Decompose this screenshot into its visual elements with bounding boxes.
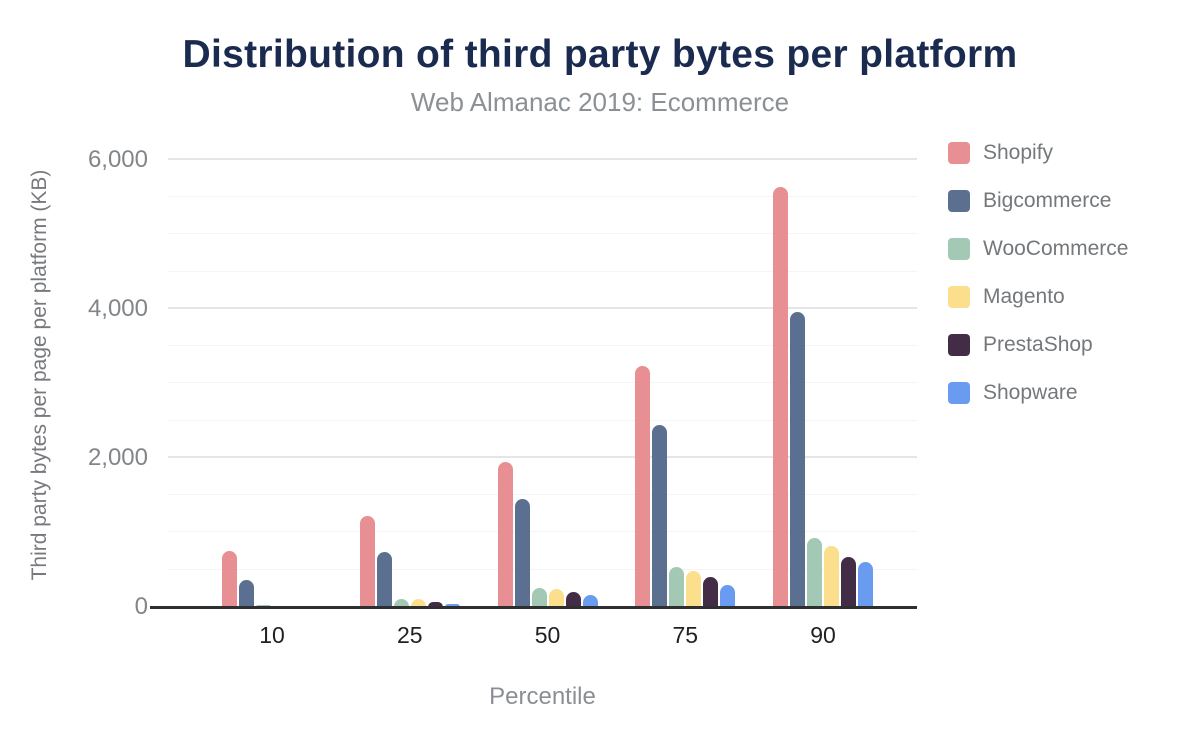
legend-swatch-shopware	[948, 382, 970, 404]
major-gridline	[168, 157, 917, 160]
legend-item-woocommerce: WooCommerce	[948, 237, 1128, 261]
major-gridline	[168, 306, 917, 309]
bar-shopify-p10	[222, 550, 237, 607]
bar-shopify-p75	[635, 365, 651, 607]
bar-prestashop-p90	[841, 556, 856, 607]
bar-bigcommerce-p50	[514, 498, 530, 607]
bar-woocommerce-p75	[669, 566, 685, 607]
bar-magento-p75	[686, 570, 702, 607]
bar-group-p90	[773, 145, 873, 607]
minor-gridline	[168, 382, 917, 384]
y-tick-6000: 6,000	[87, 145, 148, 173]
bar-shopware-p50	[582, 595, 598, 607]
x-tick-50: 50	[534, 622, 561, 648]
bar-group-p25	[359, 145, 460, 607]
legend-swatch-prestashop	[948, 334, 970, 356]
bar-woocommerce-p50	[531, 588, 547, 607]
bar-shopify-p25	[359, 515, 375, 607]
minor-gridline	[168, 568, 917, 570]
legend-item-shopify: Shopify	[948, 141, 1128, 165]
legend-label-woocommerce: WooCommerce	[983, 237, 1129, 260]
minor-gridline	[168, 345, 917, 347]
bar-bigcommerce-p75	[652, 425, 668, 607]
legend-item-bigcommerce: Bigcommerce	[948, 189, 1128, 213]
bar-prestashop-p75	[703, 576, 719, 607]
minor-gridline	[168, 196, 917, 198]
bar-shopify-p90	[773, 187, 788, 607]
x-tick-90: 90	[810, 622, 836, 648]
legend-swatch-magento	[948, 286, 970, 308]
bar-magento-p25	[410, 599, 426, 607]
bar-shopware-p75	[720, 585, 736, 607]
bar-bigcommerce-p10	[239, 580, 254, 607]
minor-gridline	[168, 419, 917, 421]
bar-shopware-p25	[444, 603, 460, 607]
chart-subtitle: Web Almanac 2019: Ecommerce	[410, 87, 790, 117]
legend-swatch-shopify	[948, 142, 970, 164]
legend-swatch-bigcommerce	[948, 190, 970, 212]
bar-shopware-p90	[858, 562, 873, 607]
bar-shopify-p50	[497, 462, 513, 607]
plot-area	[150, 145, 917, 609]
x-tick-labels: 10 25 50 75 90	[168, 622, 917, 649]
x-axis-line	[150, 606, 917, 609]
y-tick-0: 0	[134, 593, 148, 620]
x-axis-title: Percentile	[489, 683, 596, 710]
bar-woocommerce-p90	[807, 538, 822, 607]
minor-gridline	[168, 494, 917, 496]
y-tick-2000: 2,000	[87, 443, 148, 471]
bar-groups	[168, 145, 917, 607]
bar-bigcommerce-p90	[790, 312, 805, 607]
x-tick-75: 75	[672, 622, 699, 648]
legend-item-shopware: Shopware	[948, 381, 1128, 405]
bar-group-p10	[222, 145, 322, 607]
y-tick-4000: 4,000	[87, 294, 148, 322]
legend: Shopify Bigcommerce WooCommerce Magento Pres…	[948, 141, 1128, 405]
bar-woocommerce-p10	[256, 604, 271, 607]
chart-title: Distribution of third party bytes per pl…	[182, 33, 1018, 76]
legend-item-magento: Magento	[948, 285, 1128, 309]
bar-magento-p90	[824, 546, 839, 607]
x-tick-25: 25	[396, 622, 423, 648]
bar-woocommerce-p25	[393, 599, 409, 607]
legend-label-bigcommerce: Bigcommerce	[983, 189, 1112, 212]
y-axis-title: Third party bytes per page per platform …	[28, 169, 51, 581]
legend-item-prestashop: PrestaShop	[948, 333, 1128, 357]
legend-label-shopify: Shopify	[983, 141, 1054, 164]
x-tick-10: 10	[259, 622, 285, 648]
legend-label-magento: Magento	[983, 285, 1065, 308]
bar-bigcommerce-p25	[376, 551, 392, 607]
bar-group-p75	[635, 145, 736, 607]
minor-gridline	[168, 531, 917, 533]
minor-gridline	[168, 233, 917, 235]
major-gridline	[168, 455, 917, 458]
legend-label-prestashop: PrestaShop	[983, 333, 1093, 356]
bar-prestashop-p50	[565, 592, 581, 607]
bar-prestashop-p25	[427, 602, 443, 607]
minor-gridline	[168, 270, 917, 272]
bar-magento-p50	[548, 589, 564, 607]
legend-label-shopware: Shopware	[983, 381, 1078, 404]
bar-group-p50	[497, 145, 598, 607]
legend-swatch-woocommerce	[948, 238, 970, 260]
